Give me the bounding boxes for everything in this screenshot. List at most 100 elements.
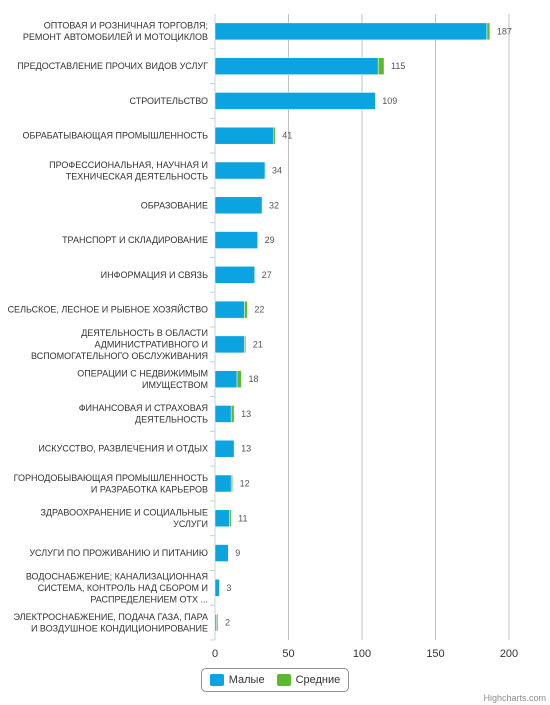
bar-small[interactable]: [214, 509, 230, 528]
bar-medium[interactable]: [244, 300, 248, 319]
category-label-line: РАСПРЕДЕЛЕНИЕМ ОТХ ...: [90, 594, 208, 604]
data-label: 115: [391, 61, 405, 71]
category-label-line: ПРОФЕССИОНАЛЬНАЯ, НАУЧНАЯ И: [49, 160, 208, 170]
bars: [214, 22, 491, 632]
data-label: 3: [226, 583, 231, 593]
bar-medium[interactable]: [236, 370, 242, 388]
x-tick-label: 50: [282, 648, 294, 660]
bar-small[interactable]: [214, 544, 229, 562]
bar-medium[interactable]: [230, 474, 233, 493]
bar-small[interactable]: [214, 335, 245, 354]
category-label-line: ОБРАЗОВАНИЕ: [141, 200, 208, 210]
data-label: 21: [253, 339, 263, 349]
credits-text[interactable]: Highcharts.com: [483, 693, 546, 703]
bar-medium[interactable]: [230, 405, 235, 423]
legend-item-small[interactable]: Малые: [209, 674, 265, 686]
grid-lines: [210, 14, 510, 641]
bar-small[interactable]: [214, 405, 232, 423]
x-tick-label: 200: [500, 648, 518, 660]
category-label-line: АДМИНИСТРАТИВНОГО И: [94, 339, 208, 349]
bar-small[interactable]: [214, 92, 376, 110]
category-label-line: СЕЛЬСКОЕ, ЛЕСНОЕ И РЫБНОЕ ХОЗЯЙСТВО: [8, 304, 208, 315]
bar-medium[interactable]: [244, 335, 247, 354]
category-label: ЗДРАВООХРАНЕНИЕ И СОЦИАЛЬНЫЕ УСЛУГИ: [41, 508, 209, 530]
x-tick-label: 150: [426, 648, 444, 660]
category-label: ОБРАБАТЫВАЮЩАЯ ПРОМЫШЛЕННОСТЬ: [22, 131, 208, 141]
category-label: ПРЕДОСТАВЛЕНИЕ ПРОЧИХ ВИДОВ УСЛУГ: [17, 61, 208, 71]
category-label-line: СИСТЕМА, КОНТРОЛЬ НАД СБОРОМ И: [38, 583, 208, 593]
category-label-line: ВСПОМОГАТЕЛЬНОГО ОБСЛУЖИВАНИЯ: [31, 351, 208, 361]
bar-small[interactable]: [214, 300, 245, 319]
category-label-line: И ВОЗДУШНОЕ КОНДИЦИОНИРОВАНИЕ: [31, 623, 208, 633]
bar-small[interactable]: [214, 196, 263, 215]
bar-small[interactable]: [214, 474, 232, 493]
category-label: УСЛУГИ ПО ПРОЖИВАНИЮ И ПИТАНИЮ: [29, 548, 208, 558]
legend: Малые Средние: [201, 668, 349, 692]
category-label: ГОРНОДОБЫВАЮЩАЯ ПРОМЫШЛЕННОСТЬ И РАЗРАБОТ…: [14, 473, 208, 495]
category-label-line: ИНФОРМАЦИЯ И СВЯЗЬ: [101, 270, 208, 280]
category-label-line: ПРЕДОСТАВЛЕНИЕ ПРОЧИХ ВИДОВ УСЛУГ: [17, 61, 208, 71]
category-label-line: ТРАНСПОРТ И СКЛАДИРОВАНИЕ: [62, 235, 208, 245]
bar-small[interactable]: [214, 439, 235, 458]
bar-medium[interactable]: [377, 57, 385, 75]
bar-medium[interactable]: [216, 613, 219, 632]
data-label: 11: [238, 513, 247, 523]
bar-small[interactable]: [214, 266, 255, 284]
bar-medium[interactable]: [229, 509, 232, 528]
legend-swatch-small: [209, 674, 224, 686]
legend-label-medium: Средние: [295, 674, 341, 686]
x-tick-label: 100: [353, 648, 371, 660]
data-label: 12: [240, 479, 250, 489]
data-label: 41: [282, 131, 292, 141]
legend-label-small: Малые: [228, 674, 265, 686]
category-label: ОБРАЗОВАНИЕ: [141, 200, 208, 210]
bar-small[interactable]: [214, 22, 488, 41]
category-label-line: ЗДРАВООХРАНЕНИЕ И СОЦИАЛЬНЫЕ: [41, 508, 209, 518]
category-label-line: ИСКУССТВО, РАЗВЛЕЧЕНИЯ И ОТДЫХ: [38, 444, 208, 454]
data-label: 27: [262, 270, 272, 280]
category-label-line: ИМУЩЕСТВОМ: [142, 380, 208, 390]
legend-swatch-medium: [276, 674, 291, 686]
category-label-line: И РАЗРАБОТКА КАРЬЕРОВ: [91, 484, 208, 494]
data-label: 34: [272, 166, 282, 176]
data-label: 18: [248, 374, 258, 384]
category-label: ДЕЯТЕЛЬНОСТЬ В ОБЛАСТИ АДМИНИСТРАТИВНОГО …: [31, 328, 208, 361]
category-label-line: ОПЕРАЦИИ С НЕДВИЖИМЫМ: [77, 368, 208, 378]
category-labels: ОПТОВАЯ И РОЗНИЧНАЯ ТОРГОВЛЯ; РЕМОНТ АВТО…: [8, 21, 209, 634]
data-label: 13: [241, 444, 251, 454]
bar-small[interactable]: [214, 579, 220, 597]
category-label: ТРАНСПОРТ И СКЛАДИРОВАНИЕ: [62, 235, 208, 245]
legend-item-medium[interactable]: Средние: [276, 674, 341, 686]
data-label: 109: [382, 96, 397, 106]
bar-medium[interactable]: [273, 126, 276, 145]
category-label-line: ДЕЯТЕЛЬНОСТЬ В ОБЛАСТИ: [81, 328, 208, 338]
category-label-line: УСЛУГИ: [173, 519, 208, 529]
category-label-line: СТРОИТЕЛЬСТВО: [130, 96, 209, 106]
category-label-line: ОБРАБАТЫВАЮЩАЯ ПРОМЫШЛЕННОСТЬ: [22, 131, 208, 141]
data-label: 32: [269, 200, 279, 210]
bar-small[interactable]: [214, 161, 266, 180]
bar-medium[interactable]: [486, 22, 491, 41]
x-tick-label: 0: [212, 648, 218, 660]
data-label: 9: [235, 548, 240, 558]
category-label: ЭЛЕКТРОСНАБЖЕНИЕ, ПОДАЧА ГАЗА, ПАРА И ВОЗ…: [14, 612, 208, 634]
category-label-line: ТЕХНИЧЕСКАЯ ДЕЯТЕЛЬНОСТЬ: [66, 171, 208, 181]
category-label-line: ФИНАНСОВАЯ И СТРАХОВАЯ: [79, 403, 208, 413]
data-label: 13: [241, 409, 251, 419]
category-label-line: ВОДОСНАБЖЕНИЕ; КАНАЛИЗАЦИОННАЯ: [26, 571, 208, 581]
category-label: СЕЛЬСКОЕ, ЛЕСНОЕ И РЫБНОЕ ХОЗЯЙСТВО: [8, 304, 208, 315]
category-label-line: УСЛУГИ ПО ПРОЖИВАНИЮ И ПИТАНИЮ: [29, 548, 208, 558]
data-label: 2: [225, 618, 230, 628]
data-label: 187: [497, 26, 512, 36]
category-label: ОПЕРАЦИИ С НЕДВИЖИМЫМ ИМУЩЕСТВОМ: [77, 368, 208, 390]
bar-small[interactable]: [214, 126, 275, 145]
category-label-line: ГОРНОДОБЫВАЮЩАЯ ПРОМЫШЛЕННОСТЬ: [14, 473, 208, 483]
bar-small[interactable]: [214, 57, 379, 75]
bar-small[interactable]: [214, 370, 238, 388]
data-label: 22: [254, 305, 264, 315]
category-label-line: ОПТОВАЯ И РОЗНИЧНАЯ ТОРГОВЛЯ;: [44, 21, 208, 31]
category-label: ФИНАНСОВАЯ И СТРАХОВАЯ ДЕЯТЕЛЬНОСТЬ: [79, 403, 208, 425]
bar-small[interactable]: [214, 231, 258, 249]
